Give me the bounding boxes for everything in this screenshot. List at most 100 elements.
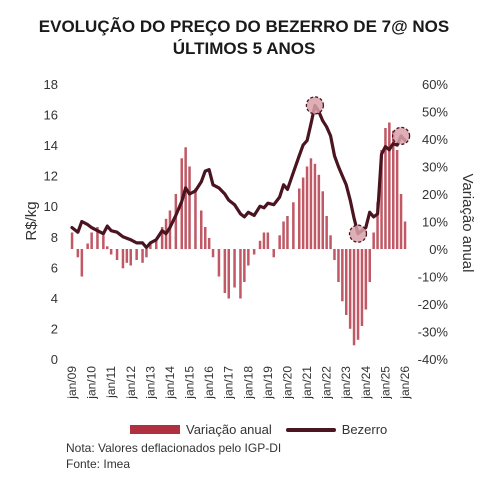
chart-source: Fonte: Imea — [66, 457, 131, 471]
x-tick-label: jan/14 — [163, 366, 177, 400]
variacao-bar — [399, 194, 403, 249]
y2-tick-label: -20% — [418, 297, 449, 312]
variacao-bar — [239, 249, 242, 299]
legend: Variação anual Bezerro — [130, 422, 387, 437]
chart-title: EVOLUÇÃO DO PREÇO DO BEZERRO DE 7@ NOS Ú… — [0, 16, 488, 60]
x-tick-label: jan/17 — [222, 366, 236, 400]
variacao-bar — [395, 150, 399, 249]
y-tick-label: 14 — [44, 138, 58, 153]
variacao-bar — [102, 235, 105, 250]
y-tick-label: 18 — [44, 77, 58, 92]
variacao-bar — [266, 232, 270, 249]
y2-tick-label: 20% — [422, 187, 448, 202]
variacao-bar — [194, 188, 197, 249]
variacao-bar — [90, 232, 93, 249]
variacao-bar — [184, 147, 187, 250]
chart-title-line1: EVOLUÇÃO DO PREÇO DO BEZERRO DE 7@ NOS — [38, 17, 450, 36]
variacao-bar — [223, 249, 227, 293]
x-tick-label: jan/22 — [320, 366, 334, 400]
variacao-bar — [301, 177, 305, 249]
variacao-bar — [252, 249, 256, 255]
variacao-bar — [329, 235, 332, 250]
x-tick-label: jan/10 — [85, 366, 99, 400]
highlight-circle — [348, 224, 368, 243]
chart-note: Nota: Valores deflacionados pelo IGP-DI — [66, 441, 282, 455]
x-tick-label: jan/12 — [124, 366, 138, 400]
x-tick-label: jan/20 — [281, 366, 295, 400]
variacao-bar — [200, 210, 203, 249]
variacao-bar — [109, 249, 113, 255]
variacao-bar — [125, 249, 129, 263]
x-tick-label: jan/15 — [183, 366, 197, 400]
variacao-bar — [106, 246, 109, 250]
variacao-bar — [392, 130, 395, 250]
variacao-bar — [227, 249, 230, 299]
variacao-bar — [305, 166, 309, 249]
y2-tick-label: 10% — [422, 215, 448, 230]
variacao-bar — [360, 249, 364, 326]
highlight-circle — [305, 96, 325, 115]
x-tick-label: jan/13 — [143, 366, 157, 400]
variacao-bar — [384, 128, 387, 249]
variacao-bar — [70, 232, 74, 249]
variacao-bar — [160, 227, 164, 249]
variacao-bar — [121, 249, 125, 269]
legend-swatch-line — [285, 427, 336, 432]
variacao-bar — [376, 202, 379, 250]
variacao-bar — [317, 174, 321, 250]
y2-tick-label: -30% — [418, 325, 449, 340]
variacao-bar — [337, 249, 340, 282]
variacao-bar — [207, 238, 211, 249]
y-tick-label: 8 — [51, 230, 58, 245]
variacao-bar — [333, 249, 336, 260]
variacao-bar — [341, 249, 344, 302]
x-tick-label: jan/23 — [339, 366, 353, 400]
variacao-bar — [282, 221, 285, 249]
variacao-bar — [368, 249, 371, 282]
highlight-circle — [391, 126, 411, 146]
variacao-bar — [352, 249, 356, 346]
x-tick-label: jan/11 — [104, 366, 118, 399]
variacao-bar — [278, 235, 281, 250]
variacao-bar — [247, 249, 250, 266]
variacao-bar — [217, 249, 221, 277]
variacao-bar — [272, 249, 275, 258]
variacao-bar — [258, 240, 262, 250]
legend-swatch-bars — [130, 425, 180, 434]
variacao-bar — [149, 243, 152, 249]
variacao-bar — [233, 249, 236, 288]
y2-tick-label: -40% — [418, 352, 449, 367]
y-tick-label: 0 — [51, 352, 58, 367]
variacao-bar — [211, 249, 215, 258]
variacao-bar — [76, 249, 80, 258]
variacao-bar — [262, 232, 266, 249]
y-tick-label: 4 — [51, 291, 58, 306]
variacao-bar — [141, 249, 144, 263]
variacao-bar — [364, 249, 368, 310]
legend-label-line: Bezerro — [341, 422, 388, 437]
variacao-bar — [243, 249, 246, 282]
y-tick-label: 2 — [51, 321, 58, 336]
variacao-bar — [321, 191, 324, 250]
variacao-bar — [96, 227, 99, 249]
variacao-bar — [325, 216, 328, 249]
y-tick-label: 6 — [51, 260, 58, 275]
variacao-bar — [135, 249, 138, 260]
y2-tick-label: -10% — [418, 270, 449, 285]
y2-tick-label: 0% — [429, 242, 448, 257]
variacao-bar — [174, 194, 178, 249]
variacao-bar — [292, 202, 295, 250]
variacao-bar — [345, 249, 348, 315]
variacao-bar — [298, 188, 301, 249]
y-axis-label: R$/kg — [23, 201, 40, 240]
legend-label-bars: Variação anual — [186, 422, 272, 437]
y-tick-label: 16 — [44, 108, 58, 123]
y2-tick-label: 30% — [422, 160, 448, 175]
x-tick-label: jan/19 — [261, 366, 275, 400]
variacao-bar — [80, 249, 84, 277]
variacao-bar — [86, 243, 89, 249]
variacao-bar — [372, 232, 375, 249]
x-tick-label: jan/21 — [300, 366, 314, 400]
x-tick-label: jan/24 — [359, 366, 373, 400]
